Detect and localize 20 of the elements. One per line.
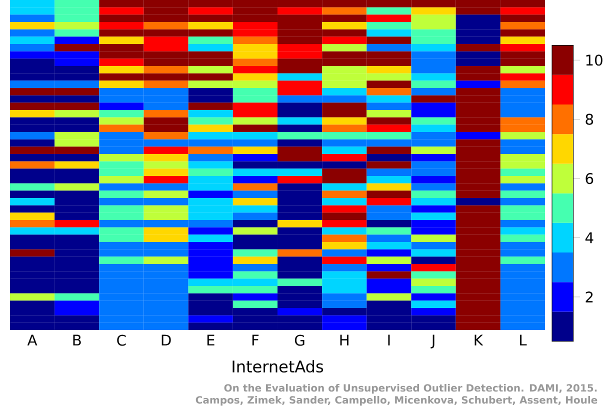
x-tick-label: A	[27, 334, 38, 346]
x-tick-label: G	[294, 334, 304, 346]
x-tick-label: C	[117, 334, 126, 346]
color-bar-label: 2	[586, 292, 593, 302]
x-tick-label: I	[388, 334, 390, 346]
x-axis-title: InternetAds	[232, 360, 324, 373]
x-tick-label: F	[252, 334, 259, 346]
color-bar-label: 8	[586, 114, 594, 125]
x-tick-label: K	[474, 334, 484, 346]
x-tick-label: B	[73, 334, 81, 346]
x-tick-label: J	[430, 334, 434, 348]
x-tick-label: H	[340, 334, 348, 346]
text: Campos, Zimek, Sander, Campello, Micenkova, Schubert, Assent, Houle	[196, 396, 598, 406]
x-tick-label: E	[207, 334, 214, 346]
color-bar-label: 10	[586, 54, 602, 66]
text: On the Evaluation of Unsupervised Outlier Detection. DAMI, 2015.	[224, 384, 597, 394]
x-tick-label: L	[520, 334, 527, 346]
color-bar-label: 6	[586, 172, 594, 184]
color-bar-label: 4	[585, 232, 594, 244]
x-tick-label: D	[162, 334, 171, 346]
